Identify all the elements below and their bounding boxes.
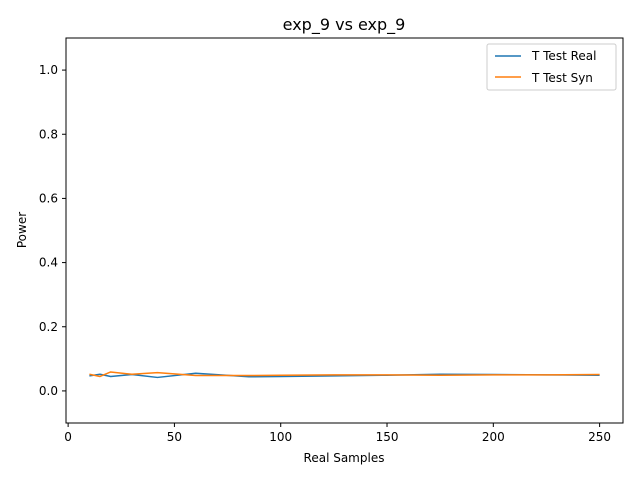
x-tick-label: 150	[376, 430, 399, 444]
legend-label-t-test-syn: T Test Syn	[531, 71, 593, 85]
x-axis: 0 50 100 150 200 250	[64, 423, 611, 444]
x-tick-label: 100	[269, 430, 292, 444]
y-tick-label: 0.0	[39, 384, 58, 398]
plot-area	[89, 371, 600, 379]
legend-label-t-test-real: T Test Real	[531, 49, 596, 63]
y-tick-label: 1.0	[39, 63, 58, 77]
y-tick-label: 0.8	[39, 127, 58, 141]
legend: T Test Real T Test Syn	[486, 43, 617, 91]
x-tick-label: 50	[167, 430, 182, 444]
y-tick-label: 0.6	[39, 191, 58, 205]
y-tick-label: 0.2	[39, 320, 58, 334]
chart-title: exp_9 vs exp_9	[283, 15, 406, 35]
x-axis-label: Real Samples	[304, 451, 385, 465]
axes-frame	[65, 37, 624, 424]
x-tick-label: 200	[482, 430, 505, 444]
x-tick-label: 250	[588, 430, 611, 444]
y-axis: 0.0 0.2 0.4 0.6 0.8 1.0	[39, 63, 66, 398]
series-line-t-test-syn	[89, 371, 600, 378]
y-axis-label: Power	[15, 212, 29, 248]
x-tick-label: 0	[64, 430, 72, 444]
y-tick-label: 0.4	[39, 256, 58, 270]
